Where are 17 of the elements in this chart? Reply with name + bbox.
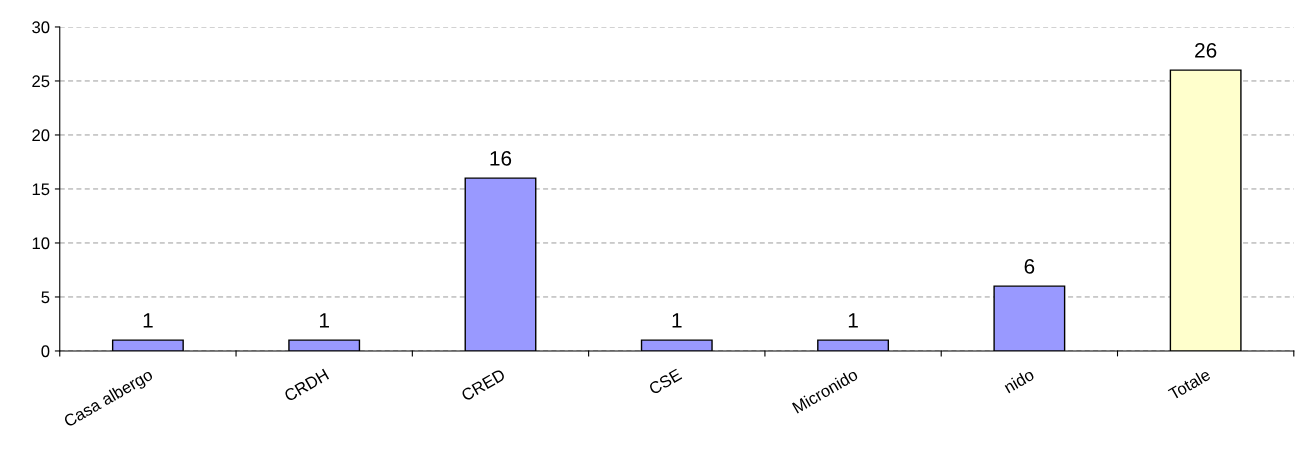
data-label: 1 — [319, 313, 329, 328]
data-label: 16 — [490, 150, 512, 166]
data-label: 1 — [672, 313, 682, 328]
y-tick-label: 15 — [32, 183, 50, 196]
y-tick-label: 30 — [32, 21, 50, 34]
data-label: 1 — [848, 313, 858, 328]
y-tick-label: 0 — [41, 345, 50, 358]
y-tick-label: 20 — [32, 129, 50, 142]
data-label: 6 — [1024, 258, 1035, 274]
x-tick-label: nido — [1003, 367, 1035, 394]
x-tick-label: CSE — [648, 368, 683, 395]
data-label: 1 — [143, 313, 153, 328]
data-label: 26 — [1195, 42, 1217, 58]
y-tick-label: 10 — [32, 237, 50, 250]
x-tick-label: Totale — [1167, 368, 1212, 401]
y-tick-label: 5 — [41, 291, 50, 304]
y-tick-label: 25 — [32, 75, 50, 88]
